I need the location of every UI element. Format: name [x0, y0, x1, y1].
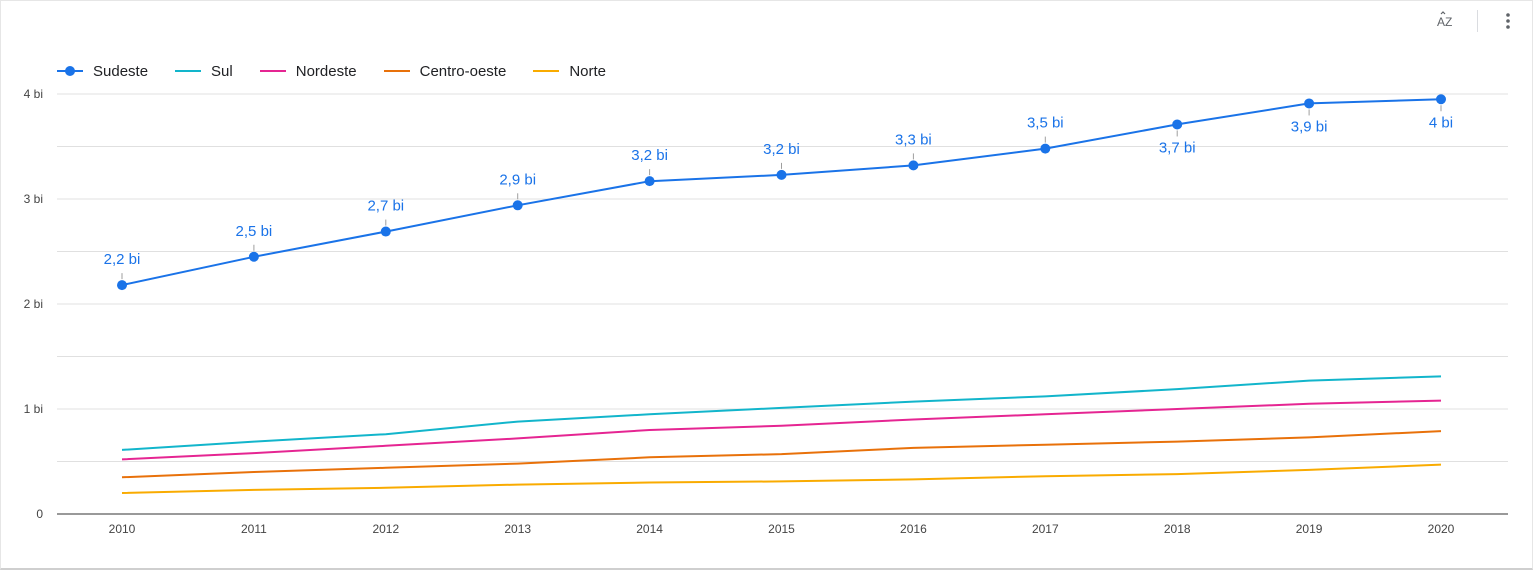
- y-tick-label: 4 bi: [24, 87, 43, 101]
- x-tick-label: 2017: [1032, 522, 1059, 536]
- legend-swatch: [57, 61, 83, 81]
- legend-swatch: [259, 61, 286, 81]
- sort-az-label: AZ: [1437, 15, 1452, 29]
- data-label: 3,2 bi: [631, 147, 668, 164]
- y-tick-label: 2 bi: [24, 297, 43, 311]
- legend-label: Norte: [569, 62, 607, 80]
- toolbar-divider: [1477, 10, 1478, 32]
- x-tick-label: 2011: [241, 522, 267, 536]
- data-label: 3,2 bi: [763, 141, 800, 158]
- series-line-centro-oeste: [121, 430, 1442, 479]
- more-vert-icon[interactable]: [1496, 9, 1520, 33]
- x-tick-label: 2018: [1164, 522, 1191, 536]
- data-label: 2,2 bi: [104, 251, 141, 268]
- data-label: 2,9 bi: [499, 171, 536, 188]
- data-point: [117, 280, 127, 291]
- data-label: 4 bi: [1429, 114, 1453, 131]
- series-line-nordeste: [121, 399, 1442, 461]
- legend-label: Centro-oeste: [419, 62, 507, 80]
- series-line-sudeste: [121, 98, 1442, 287]
- y-tick-label: 1 bi: [24, 402, 43, 416]
- legend-label: Nordeste: [295, 62, 357, 80]
- legend-swatch: [533, 61, 560, 81]
- x-tick-label: 2013: [504, 522, 531, 536]
- sort-az-icon[interactable]: AZ: [1435, 9, 1459, 33]
- legend-item-sul[interactable]: Sul: [175, 61, 233, 81]
- data-point: [1436, 94, 1446, 105]
- legend-item-centro-oeste[interactable]: Centro-oeste: [383, 61, 507, 81]
- legend-swatch: [175, 61, 202, 81]
- data-label: 3,5 bi: [1027, 115, 1064, 132]
- data-point: [908, 160, 919, 171]
- data-point: [248, 251, 259, 262]
- legend-item-norte[interactable]: Norte: [533, 61, 606, 81]
- x-tick-label: 2016: [900, 522, 927, 536]
- data-point: [1172, 119, 1183, 130]
- x-tick-label: 2015: [768, 522, 795, 536]
- data-label: 3,7 bi: [1159, 139, 1196, 156]
- series-line-norte: [121, 463, 1442, 494]
- x-tick-label: 2012: [372, 522, 399, 536]
- legend-label: Sudeste: [93, 62, 149, 80]
- x-tick-label: 2020: [1428, 522, 1455, 536]
- data-label: 2,5 bi: [236, 223, 273, 240]
- data-label: 2,7 bi: [367, 198, 404, 215]
- series-line-sul: [121, 375, 1442, 451]
- x-tick-label: 2019: [1296, 522, 1323, 536]
- legend-label: Sul: [211, 62, 233, 80]
- data-label: 3,9 bi: [1291, 118, 1328, 135]
- data-label: 3,3 bi: [895, 131, 932, 148]
- legend-item-sudeste[interactable]: Sudeste: [57, 61, 148, 81]
- data-point: [1040, 143, 1051, 154]
- legend-swatch: [383, 61, 410, 81]
- data-point: [380, 226, 391, 237]
- data-point: [776, 169, 787, 180]
- data-point: [1304, 98, 1315, 109]
- y-tick-label: 0: [36, 507, 43, 521]
- x-tick-label: 2010: [109, 522, 136, 536]
- chart-legend: Sudeste Sul Nordeste Centro-oeste Norte: [57, 61, 633, 81]
- x-tick-label: 2014: [636, 522, 663, 536]
- legend-item-nordeste[interactable]: Nordeste: [259, 61, 357, 81]
- data-point: [644, 176, 655, 187]
- chart-toolbar: AZ: [1435, 9, 1520, 33]
- y-tick-label: 3 bi: [24, 192, 43, 206]
- data-point: [512, 200, 523, 211]
